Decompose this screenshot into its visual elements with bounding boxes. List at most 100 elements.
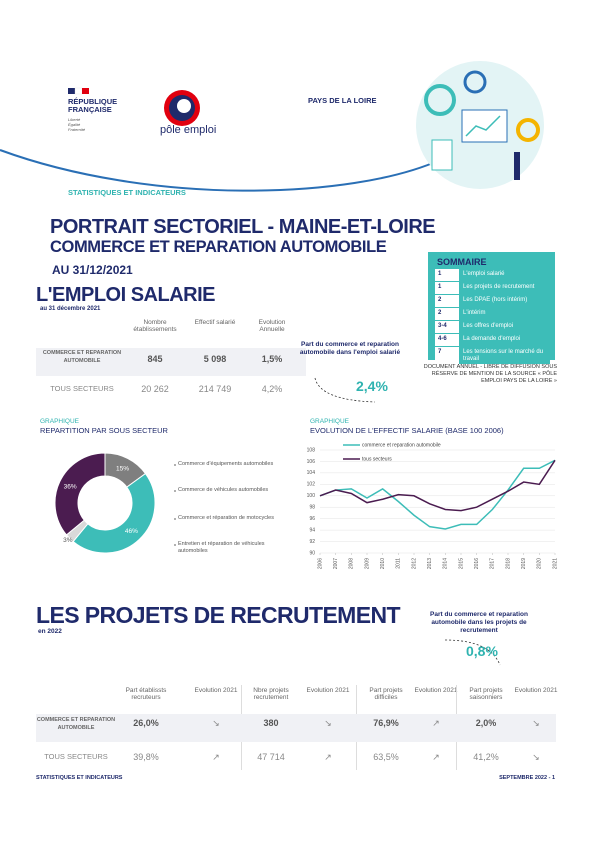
- cell: ↗: [324, 752, 332, 762]
- legend-item: Commerce d'équipements automobiles: [178, 461, 274, 467]
- screen-line: [465, 115, 501, 137]
- sommaire-title: SOMMAIRE: [437, 257, 487, 267]
- logo-e: [177, 99, 191, 113]
- x-tick-label: 2011: [396, 558, 402, 569]
- x-tick-label: 2007: [333, 558, 339, 569]
- y-tick-label: 104: [307, 470, 316, 476]
- x-tick-label: 2013: [427, 558, 433, 569]
- column-header: Evolution Annuelle: [258, 319, 286, 333]
- gear: [463, 70, 487, 94]
- cell: 845: [147, 354, 163, 364]
- sommaire-page: 7: [435, 347, 460, 364]
- x-tick-label: 2009: [364, 558, 370, 569]
- x-tick-label: 2006: [317, 558, 323, 569]
- sommaire-page: 1: [435, 269, 460, 281]
- republique: RÉPUBLIQUE FRANÇAISE: [68, 98, 117, 114]
- screen: [461, 109, 508, 143]
- cell: 1,5%: [261, 354, 283, 364]
- legend-label: Commerce d'équipements automobiles: [178, 461, 274, 467]
- cell: 5 098: [203, 354, 227, 364]
- board: [431, 139, 453, 171]
- y-tick-label: 98: [309, 505, 315, 511]
- x-tick-label: 2008: [349, 558, 355, 569]
- legend-label: Commerce de véhicules automobiles: [178, 487, 269, 493]
- column-header: Evolution 2021: [414, 687, 458, 694]
- sommaire-label: La demande d'emploi: [460, 334, 550, 346]
- legend-item: Entretien et réparation de véhicules aut…: [178, 541, 265, 554]
- sommaire-label: Les projets de recrutement: [460, 282, 550, 294]
- sommaire-page: 2: [435, 295, 460, 307]
- value-label: 36%: [64, 483, 77, 490]
- row-band: [36, 714, 556, 742]
- column-header: Evolution 2021: [306, 687, 350, 694]
- cell: 39,8%: [133, 752, 159, 762]
- cell: 2,0%: [475, 718, 497, 728]
- y-tick-label: 100: [307, 493, 316, 499]
- x-tick-label: 2010: [380, 558, 386, 569]
- sommaire-page: 1: [435, 282, 460, 294]
- sommaire-item: 7 Les tensions sur le marché du travail: [435, 347, 550, 364]
- flag-red: [82, 88, 89, 94]
- x-tick-label: 2021: [552, 558, 558, 569]
- row-band: [36, 348, 306, 376]
- sommaire-label: L'intérim: [460, 308, 550, 320]
- sommaire-item: 3-4 Les offres d'emploi: [435, 321, 550, 333]
- legend-item: Commerce et réparation de motocycles: [178, 515, 274, 521]
- row-label: COMMERCE ET REPARATION AUTOMOBILE: [36, 717, 116, 731]
- y-tick-label: 90: [309, 550, 315, 556]
- column-header: Part établissts recruteurs: [125, 687, 167, 701]
- sommaire-item: 4-6 La demande d'emploi: [435, 334, 550, 346]
- text: RÉPUBLIQUE: [68, 97, 118, 106]
- x-tick-label: 2018: [505, 558, 511, 569]
- cell: ↘: [212, 718, 220, 728]
- x-tick-label: 2020: [537, 558, 543, 569]
- subtitle: COMMERCE ET REPARATION AUTOMOBILE: [50, 238, 387, 256]
- cell: 214 749: [198, 384, 232, 394]
- y-tick-label: 108: [307, 447, 316, 453]
- column-header: Evolution 2021: [194, 687, 238, 694]
- brand: pôle emploi: [160, 124, 217, 136]
- section-subheading: au 31 décembre 2021: [40, 306, 101, 312]
- legend-marker: [174, 518, 176, 520]
- column-header: Nbre projets recrutement: [253, 687, 289, 701]
- graph-kicker: GRAPHIQUE: [310, 418, 350, 425]
- row-label: COMMERCE ET REPARATION AUTOMOBILE: [42, 350, 122, 364]
- donut-slice: [72, 472, 156, 554]
- y-tick-label: 94: [309, 527, 315, 533]
- footer-right: SEPTEMBRE 2022 - 1: [499, 775, 555, 781]
- line-series: [319, 459, 556, 530]
- sommaire-label: L'emploi salarié: [460, 269, 550, 281]
- line-series: [319, 459, 556, 512]
- column-header: Nombre établissements: [133, 319, 177, 333]
- graph-title: REPARTITION PAR SOUS SECTEUR: [40, 426, 168, 435]
- donut-slice: [54, 452, 106, 536]
- callout-arc: [314, 377, 376, 403]
- text: FRANÇAISE: [68, 105, 112, 114]
- text: Égalité: [68, 122, 81, 127]
- section-subheading: en 2022: [38, 628, 62, 635]
- callout-value: 0,8%: [466, 643, 498, 659]
- x-tick-label: 2015: [458, 558, 464, 569]
- sommaire-item: 2 Les DPAE (hors intérim): [435, 295, 550, 307]
- cell: ↗: [212, 752, 220, 762]
- column-header: Part projets difficiles: [369, 687, 403, 701]
- x-tick-label: 2019: [521, 558, 527, 569]
- row-label: TOUS SECTEURS: [50, 384, 114, 393]
- sommaire-list: 1 L'emploi salarié 1 Les projets de recrute…: [435, 269, 550, 365]
- x-tick-label: 2014: [443, 558, 449, 569]
- cell: ↗: [432, 718, 440, 728]
- column-header: Evolution 2021: [514, 687, 558, 694]
- cell: 47 714: [257, 752, 285, 762]
- y-tick-label: 96: [309, 516, 315, 522]
- mini-donut: [516, 118, 540, 142]
- value-label: 3%: [63, 537, 73, 544]
- cell: ↘: [532, 752, 540, 762]
- date: AU 31/12/2021: [52, 263, 133, 277]
- footer-left: STATISTIQUES ET INDICATEURS: [36, 775, 123, 781]
- row-label: TOUS SECTEURS: [44, 752, 108, 761]
- section-heading: L'EMPLOI SALARIE: [36, 284, 215, 306]
- callout-text: Part du commerce et reparation automobil…: [430, 611, 528, 634]
- text: Fraternité: [68, 127, 86, 132]
